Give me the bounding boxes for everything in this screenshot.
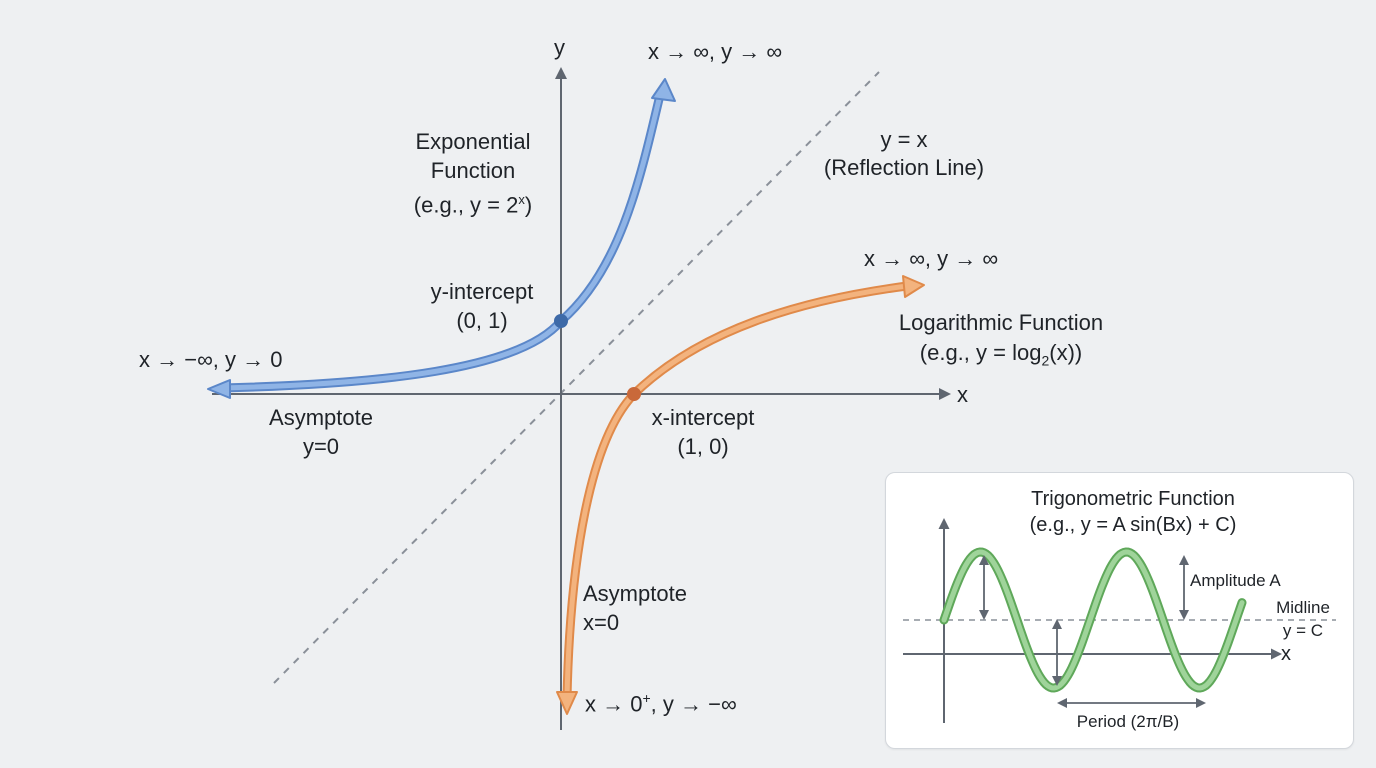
y-intercept-point xyxy=(554,314,568,328)
exponential-arrowhead-left xyxy=(207,379,231,399)
vertical-asymptote-label: Asymptote xyxy=(583,581,687,606)
amplitude-label: Amplitude A xyxy=(1190,571,1281,590)
logarithmic-title: Logarithmic Function xyxy=(898,310,1104,335)
exponential-title-line1: Exponential xyxy=(415,129,531,154)
logarithmic-end-behavior-bottom: x → 0+, y → −∞ xyxy=(585,690,737,717)
horizontal-asymptote-label: Asymptote xyxy=(269,405,373,430)
x-intercept-point xyxy=(627,387,641,401)
exponential-end-behavior-left: x → −∞, y → 0 xyxy=(139,347,283,372)
trig-graph-canvas xyxy=(903,518,1336,723)
logarithmic-example: (e.g., y = log2(x)) xyxy=(919,340,1083,369)
trig-example: (e.g., y = A sin(Bx) + C) xyxy=(1029,514,1237,536)
x-axis-label: x xyxy=(957,382,968,407)
vertical-asymptote-equation: x=0 xyxy=(583,610,620,635)
logarithmic-arrowhead-bottom xyxy=(556,691,578,715)
trig-x-axis-label: x xyxy=(1281,643,1291,665)
reflection-line-equation: y = x xyxy=(880,127,928,152)
y-intercept-label: y-intercept xyxy=(430,279,534,304)
y-intercept-coords: (0, 1) xyxy=(456,308,508,333)
period-label: Period (2π/B) xyxy=(1076,712,1180,731)
reflection-line-label: (Reflection Line) xyxy=(823,155,985,180)
exponential-arrowhead-top xyxy=(651,78,676,102)
x-intercept-label: x-intercept xyxy=(651,405,755,430)
exponential-title-line2: Function xyxy=(430,158,516,183)
reflection-line xyxy=(273,71,880,684)
midline-equation: y = C xyxy=(1282,621,1324,640)
exponential-example: (e.g., y = 2x) xyxy=(413,192,533,218)
horizontal-asymptote-equation: y=0 xyxy=(302,434,340,459)
x-intercept-coords: (1, 0) xyxy=(677,434,729,459)
trigonometric-function-panel xyxy=(885,472,1354,749)
logarithmic-end-behavior-right: x → ∞, y → ∞ xyxy=(864,246,999,271)
trig-title: Trigonometric Function xyxy=(1031,488,1235,510)
midline-label: Midline xyxy=(1276,598,1330,617)
exponential-end-behavior-right: x → ∞, y → ∞ xyxy=(648,39,783,64)
logarithmic-arrowhead-right xyxy=(902,275,925,298)
y-axis-label: y xyxy=(554,35,565,60)
